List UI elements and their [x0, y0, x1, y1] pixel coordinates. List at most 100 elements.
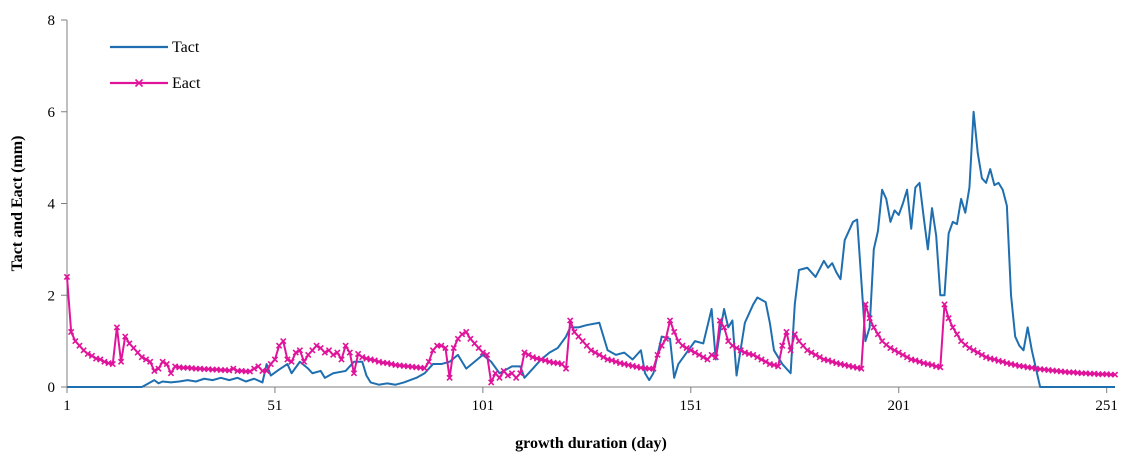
data-point-eact	[737, 347, 744, 354]
data-point-eact	[429, 347, 437, 354]
data-point-eact	[275, 342, 283, 349]
data-point-eact	[683, 344, 690, 352]
data-point-eact	[438, 342, 445, 349]
data-point-eact	[567, 317, 574, 324]
y-tick-label: 8	[48, 13, 56, 29]
data-point-eact	[787, 347, 794, 354]
data-point-eact	[508, 370, 516, 377]
data-point-eact	[325, 347, 333, 354]
data-point-eact	[862, 301, 869, 308]
data-point-eact	[463, 328, 470, 336]
data-point-eact	[458, 331, 466, 338]
data-point-eact	[334, 349, 341, 356]
data-point-eact	[329, 351, 337, 359]
data-point-eact	[829, 358, 836, 365]
legend-marker-eact	[134, 78, 144, 88]
data-point-eact	[708, 351, 715, 359]
data-point-eact	[84, 350, 91, 358]
data-point-eact	[783, 328, 790, 336]
data-point-eact	[63, 273, 71, 281]
data-point-eact	[288, 358, 295, 365]
data-point-eact	[912, 357, 919, 364]
data-point-eact	[167, 370, 175, 377]
data-point-eact	[720, 324, 728, 331]
data-point-eact	[359, 354, 366, 361]
data-point-eact	[321, 349, 329, 356]
data-point-eact	[758, 356, 765, 363]
y-tick-label: 0	[48, 380, 56, 396]
data-point-eact	[280, 337, 287, 345]
data-point-eact	[903, 354, 911, 361]
data-point-eact	[600, 354, 607, 361]
data-point-eact	[562, 365, 570, 372]
data-point-eact	[750, 351, 757, 359]
data-point-eact	[808, 349, 815, 356]
legend-item-eact: Eact	[110, 75, 201, 92]
data-point-eact	[446, 374, 453, 381]
data-point-eact	[504, 372, 511, 379]
x-tick-label: 251	[1095, 398, 1118, 414]
data-point-eact	[658, 342, 665, 349]
data-point-eact	[816, 354, 823, 361]
data-point-eact	[350, 370, 358, 377]
axes	[66, 20, 1115, 388]
x-tick-label: 1	[63, 398, 71, 414]
data-point-eact	[691, 349, 699, 356]
data-point-eact	[679, 342, 686, 349]
data-point-eact	[700, 354, 707, 361]
data-point-eact	[421, 365, 428, 372]
data-point-eact	[774, 363, 782, 370]
data-point-eact	[575, 333, 582, 340]
data-point-eact	[492, 370, 499, 377]
y-ticks: 0 2 4 6 8	[48, 13, 67, 396]
data-point-eact	[941, 301, 948, 308]
data-point-eact	[591, 349, 599, 356]
data-point-eact	[72, 337, 79, 345]
series-line-tact	[67, 110, 1115, 388]
data-point-eact	[488, 379, 495, 386]
data-point-eact	[1111, 371, 1119, 378]
data-point-eact	[675, 337, 682, 345]
data-point-eact	[271, 356, 279, 363]
data-point-eact	[579, 337, 586, 345]
data-point-eact	[313, 342, 320, 349]
data-point-eact	[937, 364, 944, 371]
data-point-eact	[928, 361, 936, 369]
data-point-eact	[101, 358, 108, 365]
data-point-eact	[770, 361, 778, 369]
data-point-eact	[608, 357, 615, 364]
data-point-eact	[650, 365, 657, 372]
data-point-eact	[126, 340, 133, 347]
data-point-eact	[733, 344, 740, 352]
data-point-eact	[966, 344, 973, 352]
y-tick-label: 2	[48, 288, 56, 304]
data-point-eact	[142, 356, 150, 363]
series-layer	[63, 110, 1119, 388]
data-point-eact	[342, 342, 349, 349]
data-point-eact	[296, 347, 304, 354]
data-point-eact	[712, 354, 719, 361]
data-point-eact	[687, 347, 694, 354]
data-point-eact	[704, 356, 711, 363]
data-point-eact	[479, 349, 487, 356]
data-point-eact	[230, 365, 237, 372]
data-point-eact	[791, 331, 798, 338]
data-point-eact	[425, 358, 432, 365]
data-point-eact	[517, 370, 524, 377]
data-point-eact	[371, 357, 378, 364]
data-point-eact	[226, 367, 233, 374]
data-point-eact	[870, 324, 877, 331]
data-point-eact	[729, 342, 736, 349]
data-point-eact	[949, 324, 956, 331]
data-point-eact	[779, 342, 786, 349]
legend-label-eact: Eact	[172, 75, 201, 92]
data-point-eact	[812, 351, 819, 359]
data-point-eact	[163, 360, 170, 368]
data-point-eact	[982, 354, 990, 361]
x-tick-label: 151	[680, 398, 703, 414]
y-axis-title: Tact and Eact (mm)	[9, 136, 26, 272]
data-point-eact	[754, 354, 761, 361]
data-point-eact	[999, 358, 1006, 365]
data-point-eact	[612, 358, 620, 365]
